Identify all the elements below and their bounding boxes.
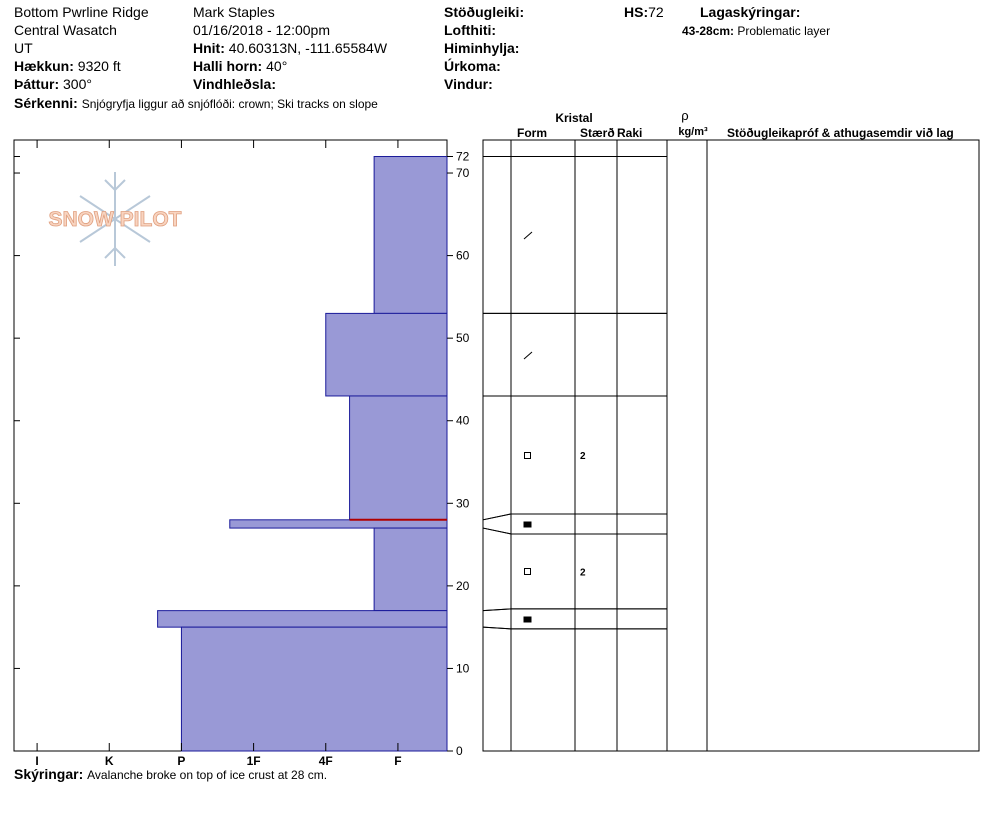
x-tick-label: 1F <box>247 754 261 768</box>
stability: Stöðugleiki: <box>444 4 524 20</box>
label: Himinhylja: <box>444 40 520 56</box>
y-tick-label: 72 <box>456 150 470 164</box>
y-tick-label: 70 <box>456 166 470 180</box>
th-density: kg/m³ <box>678 126 708 138</box>
value: Snjógryfja liggur að snjóflóði: crown; S… <box>81 97 378 111</box>
coords: Hnit: 40.60313N, -111.65584W <box>193 40 387 56</box>
air-temp: Lofthiti: <box>444 22 496 38</box>
range: Central Wasatch <box>14 22 117 38</box>
th-comments: Stöðugleikapróf & athugasemdir við lag <box>727 126 954 140</box>
grain-size: 2 <box>580 567 586 578</box>
features: Sérkenni: Snjógryfja liggur að snjóflóði… <box>14 95 378 112</box>
x-tick-label: 4F <box>319 754 333 768</box>
y-tick-label: 40 <box>456 414 470 428</box>
location: Bottom Pwrline Ridge <box>14 4 149 20</box>
grain-symbols <box>523 231 533 623</box>
x-tick-label: P <box>177 754 185 768</box>
elevation: Hækkun: 9320 ft <box>14 58 121 74</box>
observer: Mark Staples <box>193 4 275 20</box>
y-tick-label: 10 <box>456 661 470 675</box>
y-tick-label: 0 <box>456 744 463 758</box>
layer-bar <box>349 395 448 521</box>
wind: Vindur: <box>444 76 493 92</box>
value: Avalanche broke on top of ice crust at 2… <box>87 768 328 782</box>
th-crystal: Kristal <box>555 111 592 125</box>
label: Skýringar: <box>14 766 84 782</box>
precip: Úrkoma: <box>444 58 501 74</box>
depth-connector <box>482 513 512 521</box>
th-moisture: Raki <box>617 126 642 140</box>
label: Vindhleðsla: <box>193 76 276 92</box>
label: Lagaskýringar: <box>700 4 801 20</box>
value: 300° <box>63 76 92 92</box>
label: Sérkenni: <box>14 95 78 111</box>
state: UT <box>14 40 33 56</box>
logo-text: SNOW PILOT <box>49 208 182 231</box>
x-tick-label: I <box>35 754 38 768</box>
hs: HS:72 <box>624 4 664 20</box>
layer-bar <box>373 156 448 314</box>
y-tick-label: 30 <box>456 496 470 510</box>
depth-connector <box>482 608 512 612</box>
label: Þáttur: <box>14 76 60 92</box>
layer-bar <box>180 626 448 752</box>
datetime: 01/16/2018 - 12:00pm <box>193 22 330 38</box>
layer-bar <box>325 312 448 397</box>
y-tick-label: 50 <box>456 331 470 345</box>
label: Lofthiti: <box>444 22 497 38</box>
x-tick-label: K <box>105 754 114 768</box>
label: Stöðugleiki: <box>444 4 525 20</box>
layer-bar <box>157 610 448 628</box>
value: 40° <box>266 58 288 74</box>
layer-note: 43-28cm: Problematic layer <box>682 23 830 39</box>
depth-connector <box>482 527 512 535</box>
y-tick-label: 20 <box>456 579 470 593</box>
label: Halli horn: <box>193 58 263 74</box>
label: Úrkoma: <box>444 58 501 74</box>
label: Hnit: <box>193 40 225 56</box>
label: Hækkun: <box>14 58 74 74</box>
layer-bar <box>229 519 448 529</box>
slope: Halli horn: 40° <box>193 58 287 74</box>
text: Problematic layer <box>737 24 831 38</box>
wind-loading: Vindhleðsla: <box>193 76 276 92</box>
th-rho: ρ <box>681 108 688 123</box>
footer: Skýringar: Avalanche broke on top of ice… <box>14 766 327 783</box>
layer-notes-title: Lagaskýringar: <box>700 4 800 20</box>
aspect: Þáttur: 300° <box>14 76 92 92</box>
value: 72 <box>648 4 664 20</box>
table-frame <box>482 139 980 752</box>
grain-size: 2 <box>580 451 586 462</box>
value: 9320 ft <box>77 58 121 74</box>
logo <box>79 172 151 266</box>
label: Vindur: <box>444 76 493 92</box>
th-form: Form <box>517 126 547 140</box>
range: 43-28cm: <box>682 24 735 38</box>
x-tick-label: F <box>394 754 401 768</box>
layer-bar <box>373 527 448 612</box>
value: 40.60313N, -111.65584W <box>228 40 388 56</box>
th-size: Stærð <box>580 126 615 140</box>
depth-connector <box>482 626 512 630</box>
sky: Himinhylja: <box>444 40 519 56</box>
label: HS: <box>624 4 649 20</box>
y-tick-label: 60 <box>456 249 470 263</box>
